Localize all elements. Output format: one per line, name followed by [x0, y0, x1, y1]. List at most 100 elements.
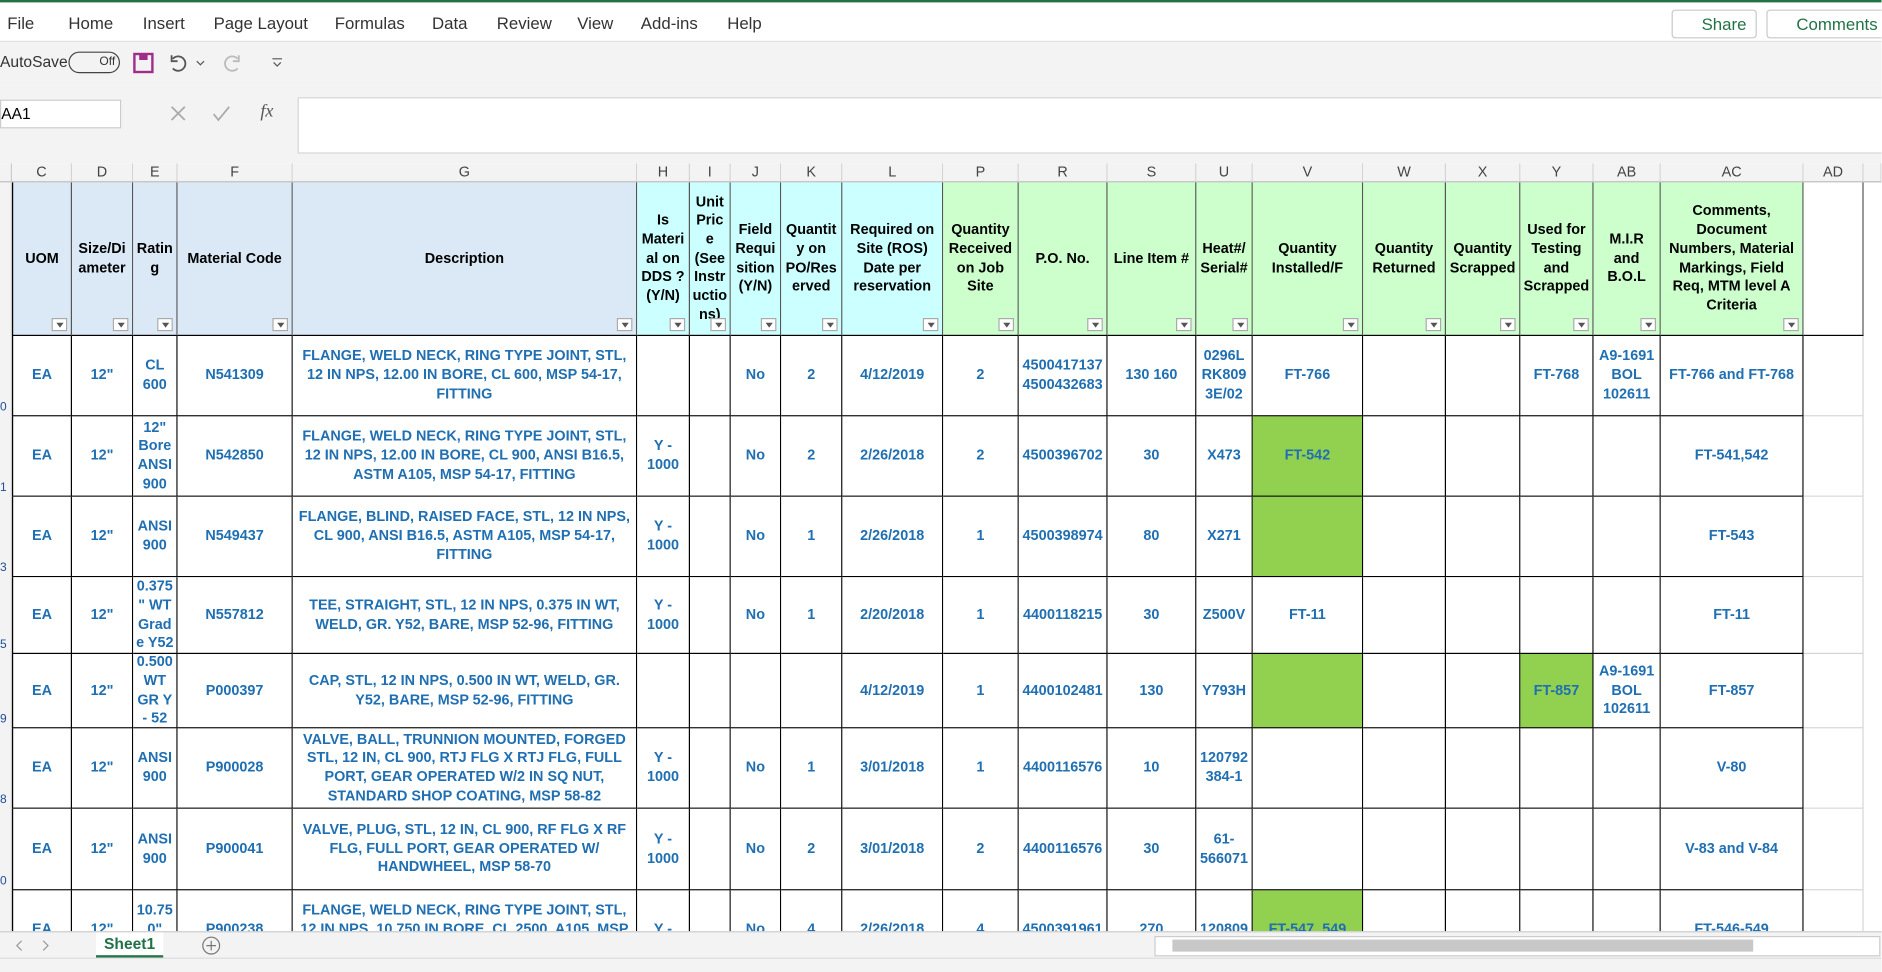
data-cell[interactable]: 2 [943, 336, 1019, 417]
column-header[interactable]: G [292, 163, 638, 183]
data-cell[interactable]: No [730, 728, 782, 809]
data-cell[interactable] [690, 728, 731, 809]
undo-icon[interactable] [170, 55, 187, 72]
data-cell[interactable] [1363, 416, 1446, 497]
column-header[interactable]: S [1107, 163, 1197, 183]
data-cell[interactable] [1446, 654, 1521, 729]
column-header[interactable]: Y [1520, 163, 1594, 183]
ribbon-tab[interactable]: Review [496, 13, 552, 33]
data-cell[interactable]: P000397 [177, 654, 293, 729]
name-box[interactable]: AA1 [0, 99, 122, 129]
data-cell[interactable]: EA [12, 808, 72, 891]
data-cell[interactable]: P900238 [177, 890, 293, 932]
data-cell[interactable]: FT-766 [1252, 336, 1364, 417]
data-cell[interactable]: 12" [72, 496, 134, 578]
data-cell[interactable]: 4/12/2019 [842, 654, 944, 729]
data-cell[interactable] [1446, 416, 1521, 497]
data-cell[interactable]: 12" [72, 808, 134, 891]
filter-button[interactable] [51, 318, 68, 332]
data-cell[interactable]: 1 [943, 577, 1019, 654]
data-cell[interactable]: Y - [637, 890, 690, 932]
data-cell[interactable]: 2/20/2018 [842, 577, 944, 654]
data-cell[interactable]: 61-566071 [1196, 808, 1253, 891]
data-cell[interactable] [1593, 496, 1661, 578]
row-number[interactable]: 0 [0, 400, 7, 415]
filter-button[interactable] [760, 318, 777, 332]
data-cell[interactable]: N542850 [177, 416, 293, 497]
data-cell[interactable] [1363, 808, 1446, 891]
data-cell[interactable]: CL 600 [133, 336, 178, 417]
data-cell[interactable]: 2/26/2018 [842, 416, 944, 497]
data-cell[interactable] [781, 654, 843, 729]
horizontal-scrollbar[interactable] [1154, 936, 1881, 957]
data-cell[interactable]: EA [12, 416, 72, 497]
data-cell[interactable] [1252, 808, 1364, 891]
data-cell[interactable]: FT-857 [1520, 654, 1594, 729]
sheet-tab[interactable]: Sheet1 [96, 932, 164, 959]
data-cell[interactable]: FLANGE, BLIND, RAISED FACE, STL, 12 IN N… [292, 496, 638, 578]
data-cell[interactable]: 4500396702 [1018, 416, 1108, 497]
data-cell[interactable] [1363, 336, 1446, 417]
ribbon-tab[interactable]: Home [68, 13, 114, 33]
data-cell[interactable]: 30 [1107, 577, 1197, 654]
data-cell[interactable]: 2/26/2018 [842, 890, 944, 932]
data-cell[interactable]: 4500391961 [1018, 890, 1108, 932]
data-cell[interactable]: CAP, STL, 12 IN NPS, 0.500 IN WT, WELD, … [292, 654, 638, 729]
data-cell[interactable]: ANSI 900 [133, 808, 178, 891]
filter-button[interactable] [669, 318, 686, 332]
row-number[interactable]: 1 [0, 481, 7, 495]
data-cell[interactable]: 1 [943, 654, 1019, 729]
data-cell[interactable]: X473 [1196, 416, 1253, 497]
data-cell[interactable]: No [730, 336, 782, 417]
data-cell[interactable]: FT-546-549 [1660, 890, 1804, 932]
data-cell[interactable]: 30 [1107, 808, 1197, 891]
data-cell[interactable]: Y - 1000 [637, 496, 690, 578]
data-cell[interactable] [730, 654, 782, 729]
filter-button[interactable] [1640, 318, 1657, 332]
data-cell[interactable]: 2 [781, 336, 843, 417]
data-cell[interactable] [1520, 808, 1594, 891]
data-cell[interactable]: 30 [1107, 416, 1197, 497]
row-number[interactable]: 0 [0, 874, 7, 889]
data-cell[interactable] [1252, 496, 1364, 578]
data-cell[interactable] [690, 654, 731, 729]
data-cell[interactable]: 4 [943, 890, 1019, 932]
data-cell[interactable]: No [730, 577, 782, 654]
data-cell[interactable]: 4500417137 4500432683 [1018, 336, 1108, 417]
ribbon-tab[interactable]: Data [432, 13, 468, 33]
data-cell[interactable]: 1 [943, 496, 1019, 578]
data-cell[interactable] [1252, 728, 1364, 809]
data-cell[interactable] [1363, 654, 1446, 729]
column-header[interactable]: R [1018, 163, 1108, 183]
data-cell[interactable] [1803, 577, 1864, 654]
column-header[interactable]: X [1446, 163, 1521, 183]
data-cell[interactable]: VALVE, PLUG, STL, 12 IN, CL 900, RF FLG … [292, 808, 638, 891]
data-cell[interactable] [1593, 890, 1661, 932]
scroll-thumb[interactable] [1172, 939, 1754, 952]
data-cell[interactable] [690, 496, 731, 578]
data-cell[interactable]: FT-543 [1660, 496, 1804, 578]
data-cell[interactable]: 3/01/2018 [842, 728, 944, 809]
data-cell[interactable]: 4 [781, 890, 843, 932]
data-cell[interactable]: FT-547, 549 [1252, 890, 1364, 932]
column-header[interactable]: AD [1803, 163, 1864, 183]
filter-button[interactable] [1573, 318, 1589, 332]
data-cell[interactable]: EA [12, 890, 72, 932]
data-cell[interactable] [1446, 808, 1521, 891]
data-cell[interactable]: 1 [781, 496, 843, 578]
data-cell[interactable]: 120809 [1196, 890, 1253, 932]
data-cell[interactable]: FLANGE, WELD NECK, RING TYPE JOINT, STL,… [292, 416, 638, 497]
column-header[interactable]: P [943, 163, 1019, 183]
data-cell[interactable]: A9-1691 BOL 102611 [1593, 654, 1661, 729]
data-cell[interactable]: 4/12/2019 [842, 336, 944, 417]
row-number[interactable]: 3 [0, 561, 7, 575]
data-cell[interactable]: 12" [72, 336, 134, 417]
column-header[interactable]: J [730, 163, 782, 183]
data-cell[interactable] [1520, 416, 1594, 497]
data-cell[interactable]: 0296LRK8093E/02 [1196, 336, 1253, 417]
data-cell[interactable] [1593, 728, 1661, 809]
data-cell[interactable]: EA [12, 336, 72, 417]
data-cell[interactable]: 12" [72, 654, 134, 729]
data-cell[interactable] [1803, 416, 1864, 497]
data-cell[interactable]: 2/26/2018 [842, 496, 944, 578]
